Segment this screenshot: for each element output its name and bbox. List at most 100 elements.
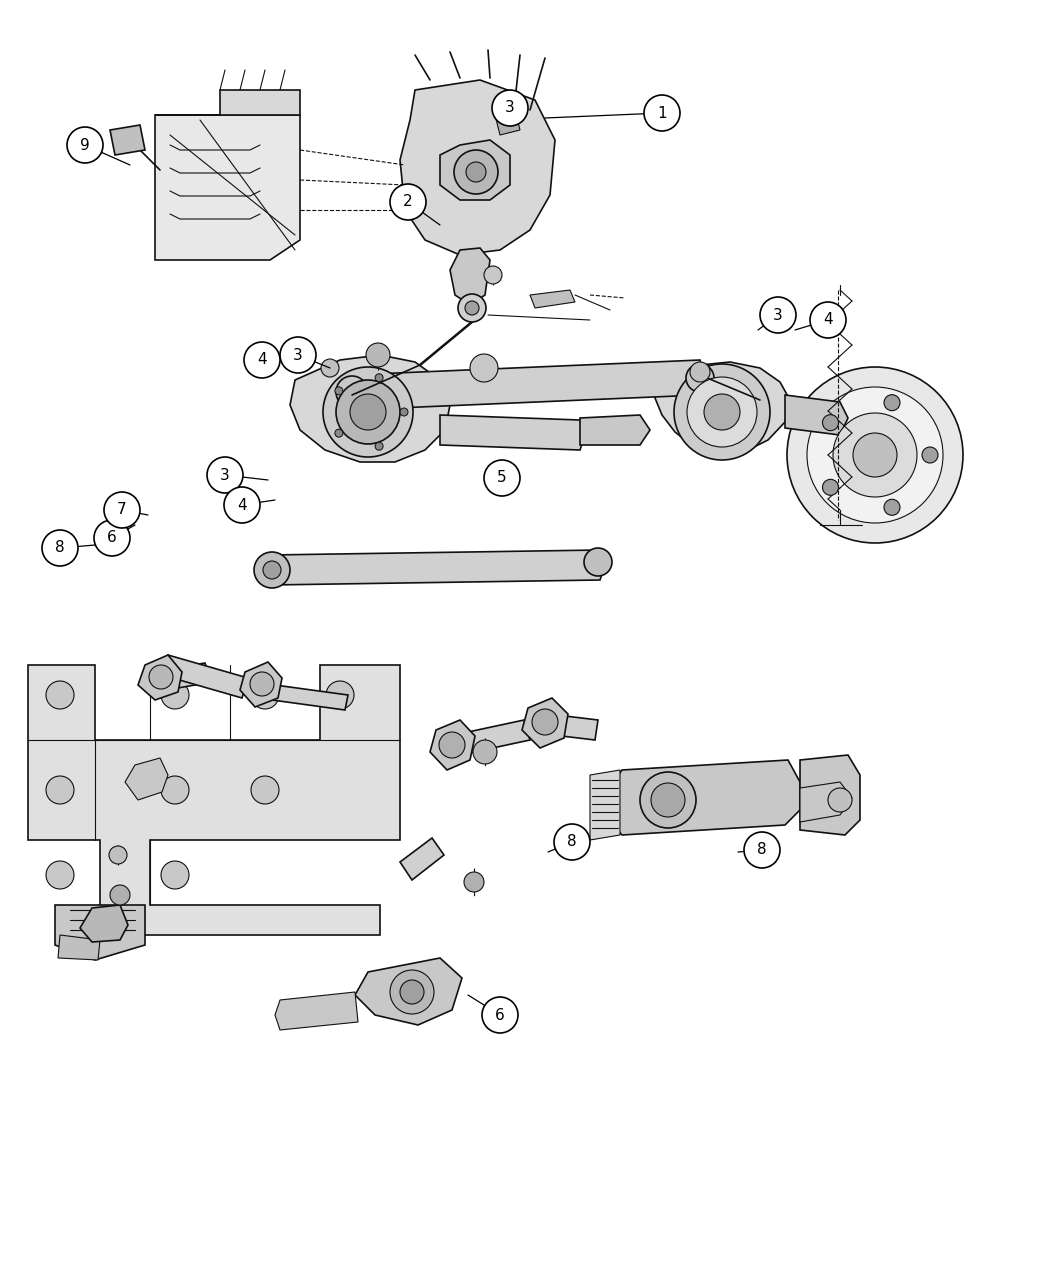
Circle shape: [687, 377, 757, 447]
Polygon shape: [528, 713, 598, 739]
Circle shape: [465, 301, 479, 315]
Circle shape: [104, 492, 140, 527]
Circle shape: [335, 429, 343, 437]
Circle shape: [375, 374, 383, 382]
Polygon shape: [290, 355, 450, 462]
Polygon shape: [270, 550, 605, 585]
Polygon shape: [28, 665, 400, 935]
Circle shape: [366, 344, 390, 366]
Text: 8: 8: [56, 540, 65, 555]
Circle shape: [482, 997, 518, 1033]
Circle shape: [336, 381, 400, 444]
Circle shape: [262, 561, 281, 578]
Circle shape: [439, 732, 465, 759]
Polygon shape: [800, 782, 852, 822]
Circle shape: [788, 366, 963, 543]
Circle shape: [251, 681, 279, 709]
Text: 2: 2: [403, 194, 413, 209]
Polygon shape: [350, 360, 705, 410]
Circle shape: [466, 162, 486, 183]
Polygon shape: [272, 684, 348, 710]
Circle shape: [760, 298, 796, 333]
Circle shape: [321, 359, 339, 377]
Polygon shape: [530, 290, 575, 308]
Polygon shape: [400, 838, 444, 880]
Circle shape: [640, 773, 696, 827]
Text: 5: 5: [498, 470, 507, 485]
Polygon shape: [58, 935, 100, 960]
Circle shape: [244, 342, 280, 378]
Polygon shape: [155, 89, 300, 115]
Polygon shape: [522, 699, 568, 748]
Text: 4: 4: [823, 313, 833, 327]
Circle shape: [390, 184, 426, 220]
Polygon shape: [138, 655, 182, 700]
Circle shape: [250, 672, 274, 696]
Circle shape: [375, 442, 383, 451]
Text: 3: 3: [505, 101, 514, 115]
Circle shape: [400, 979, 424, 1004]
Circle shape: [161, 681, 189, 709]
Circle shape: [807, 387, 943, 524]
Circle shape: [400, 407, 408, 416]
Circle shape: [390, 971, 434, 1014]
Circle shape: [94, 520, 130, 555]
Polygon shape: [400, 80, 555, 255]
Polygon shape: [608, 760, 800, 835]
Text: 9: 9: [80, 138, 90, 152]
Polygon shape: [800, 755, 860, 835]
Circle shape: [323, 366, 413, 457]
Circle shape: [280, 337, 316, 373]
Circle shape: [686, 364, 714, 392]
Circle shape: [335, 387, 343, 395]
Circle shape: [464, 872, 484, 893]
Polygon shape: [590, 770, 619, 840]
Polygon shape: [355, 958, 462, 1025]
Circle shape: [584, 548, 612, 576]
Circle shape: [336, 375, 367, 407]
Text: 8: 8: [757, 843, 766, 857]
Polygon shape: [155, 115, 300, 261]
Polygon shape: [80, 905, 128, 942]
Polygon shape: [580, 415, 650, 444]
Circle shape: [350, 395, 386, 430]
Polygon shape: [440, 140, 510, 200]
Circle shape: [42, 530, 78, 566]
Polygon shape: [125, 759, 168, 799]
Circle shape: [690, 361, 710, 382]
Text: 6: 6: [107, 530, 117, 545]
Circle shape: [161, 861, 189, 889]
Polygon shape: [450, 248, 490, 305]
Polygon shape: [275, 992, 358, 1031]
Circle shape: [810, 301, 846, 338]
Circle shape: [46, 681, 74, 709]
Circle shape: [46, 861, 74, 889]
Polygon shape: [440, 415, 585, 450]
Text: 3: 3: [220, 467, 230, 483]
Circle shape: [922, 447, 938, 464]
Circle shape: [704, 395, 740, 430]
Text: 3: 3: [773, 308, 783, 323]
Text: 4: 4: [257, 352, 267, 368]
Text: 8: 8: [567, 834, 576, 849]
Text: 3: 3: [293, 347, 302, 363]
Circle shape: [470, 354, 498, 382]
Circle shape: [472, 739, 497, 764]
Circle shape: [224, 487, 260, 524]
Circle shape: [484, 460, 520, 495]
Circle shape: [492, 89, 528, 126]
Circle shape: [644, 94, 680, 132]
Polygon shape: [430, 720, 475, 770]
Polygon shape: [148, 663, 212, 692]
Circle shape: [254, 552, 290, 587]
Polygon shape: [655, 361, 790, 455]
Circle shape: [744, 833, 780, 868]
Circle shape: [833, 412, 917, 497]
Polygon shape: [440, 720, 530, 759]
Circle shape: [67, 126, 103, 163]
Circle shape: [532, 709, 558, 736]
Polygon shape: [110, 125, 145, 155]
Circle shape: [251, 776, 279, 805]
Text: 7: 7: [118, 503, 127, 517]
Circle shape: [484, 266, 502, 283]
